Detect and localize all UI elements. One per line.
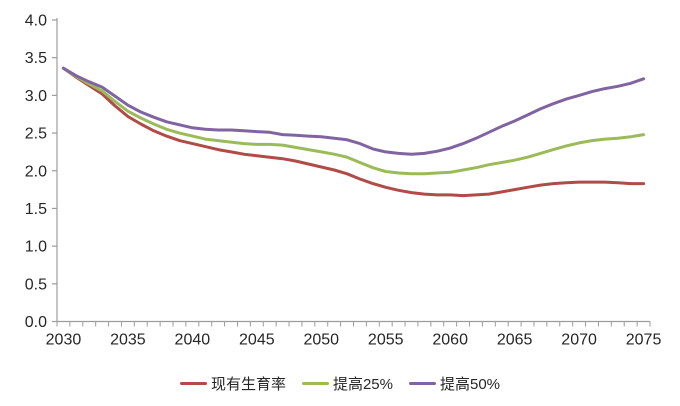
svg-text:2045: 2045 — [239, 332, 275, 349]
legend-item-current-fertility: 现有生育率 — [179, 373, 286, 394]
svg-text:2065: 2065 — [497, 332, 533, 349]
svg-text:4.0: 4.0 — [25, 13, 47, 30]
svg-text:1.0: 1.0 — [25, 239, 47, 256]
svg-text:3.5: 3.5 — [25, 50, 47, 67]
svg-text:0.5: 0.5 — [25, 276, 47, 293]
svg-text:2030: 2030 — [46, 332, 82, 349]
svg-text:2050: 2050 — [303, 332, 339, 349]
chart-legend: 现有生育率 提高25% 提高50% — [0, 371, 680, 395]
legend-label: 现有生育率 — [210, 375, 286, 393]
svg-text:2060: 2060 — [432, 332, 468, 349]
svg-text:2040: 2040 — [175, 332, 211, 349]
legend-label: 提高50% — [440, 375, 501, 393]
legend-line-swatch-green — [301, 381, 329, 385]
svg-text:1.5: 1.5 — [25, 201, 47, 218]
svg-text:2.5: 2.5 — [25, 126, 47, 143]
svg-text:2070: 2070 — [561, 332, 597, 349]
svg-text:2035: 2035 — [110, 332, 146, 349]
legend-line-swatch-purple — [409, 381, 436, 385]
svg-text:2075: 2075 — [626, 332, 662, 349]
svg-text:2.0: 2.0 — [25, 163, 47, 180]
legend-label: 提高25% — [332, 375, 393, 393]
svg-text:0.0: 0.0 — [25, 314, 47, 331]
legend-item-increase-25: 提高25% — [301, 373, 393, 394]
svg-text:3.0: 3.0 — [25, 88, 47, 105]
legend-item-increase-50: 提高50% — [409, 373, 500, 394]
chart-canvas: 0.0 0.5 1.0 1.5 2.0 2.5 3.0 3.5 4.0 2030 2035 2040 2… — [25, 13, 662, 349]
svg-text:2055: 2055 — [368, 332, 404, 349]
legend-line-swatch-red — [179, 381, 207, 385]
